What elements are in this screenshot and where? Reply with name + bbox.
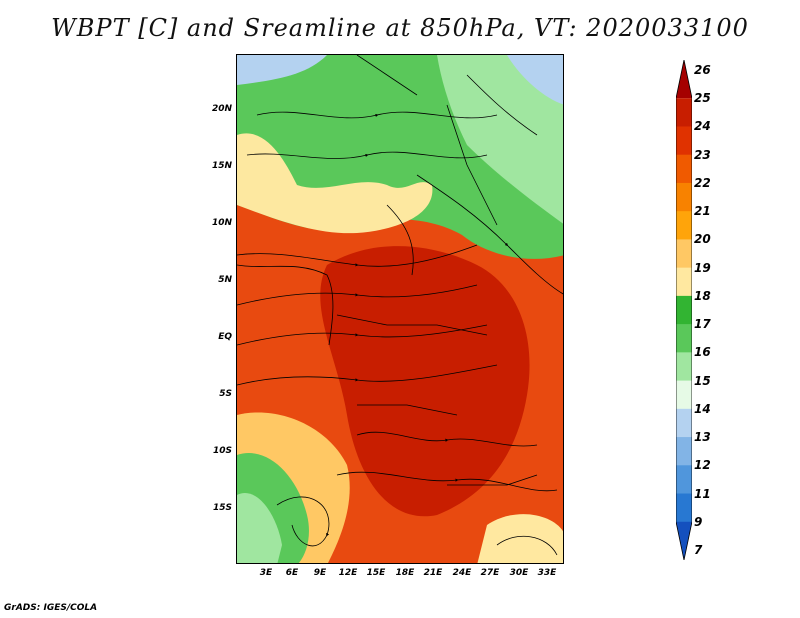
colorbar-label: 7	[694, 543, 703, 557]
colorbar-label: 11	[694, 486, 711, 501]
lat-label-eq: EQ	[218, 332, 232, 342]
colorbar-band	[676, 239, 692, 269]
lon-label-27e: 27E	[480, 568, 500, 578]
colorbar-label: 14	[694, 401, 711, 416]
lat-label-10n: 10N	[211, 218, 232, 228]
lat-label-5n: 5N	[218, 275, 232, 285]
lon-label-15e: 15E	[366, 568, 386, 578]
colorbar-label: 23	[694, 147, 711, 162]
lon-label-21e: 21E	[423, 568, 443, 578]
colorbar-band	[676, 126, 692, 156]
sw-light-pocket	[237, 493, 282, 563]
colorbar-label: 15	[694, 373, 711, 388]
colorbar-band	[676, 267, 692, 297]
streamlines	[237, 74, 563, 556]
colorbar-band	[676, 98, 692, 127]
cool-blue-nw	[237, 55, 327, 85]
colorbar-band	[676, 521, 692, 560]
colorbar-band	[676, 408, 692, 438]
lon-label-9e: 9E	[313, 568, 327, 578]
colorbar-band	[676, 60, 692, 99]
colorbar-label: 26	[694, 63, 711, 77]
colorbar-label: 17	[694, 317, 711, 332]
lon-label-3e: 3E	[259, 568, 273, 578]
colorbar-band	[676, 437, 692, 466]
lat-label-20n: 20N	[211, 104, 232, 114]
lon-label-30e: 30E	[509, 568, 529, 578]
lon-label-24e: 24E	[452, 568, 472, 578]
colorbar-band	[676, 380, 692, 410]
lon-label-18e: 18E	[395, 568, 415, 578]
cool-blue-ne	[507, 55, 563, 105]
lat-label-10s: 10S	[212, 446, 232, 456]
colorbar-band	[676, 295, 692, 325]
map-panel	[236, 54, 564, 564]
colorbar-label: 20	[694, 232, 711, 247]
map-title: WBPT [C] and Sreamline at 850hPa, VT: 20…	[51, 14, 749, 42]
se-pale-pocket	[477, 514, 563, 563]
colorbar-label: 22	[694, 175, 711, 190]
footer-credit: GrADS: IGES/COLA	[4, 603, 98, 613]
hot-core	[320, 246, 530, 517]
colorbar-band	[676, 352, 692, 382]
lat-label-5s: 5S	[219, 389, 232, 399]
borders	[237, 55, 538, 486]
colorbar-label: 21	[694, 204, 711, 219]
colorbar-label: 18	[694, 288, 711, 303]
lon-label-12e: 12E	[338, 568, 358, 578]
colorbar-label: 9	[694, 514, 703, 529]
colorbar-label: 25	[694, 91, 711, 106]
colorbar-band	[676, 324, 692, 353]
colorbar-label: 13	[694, 430, 711, 445]
lon-label-6e: 6E	[285, 568, 299, 578]
colorbar-band	[676, 211, 692, 240]
colorbar-label: 12	[694, 458, 711, 473]
colorbar-label: 16	[694, 345, 711, 360]
colorbar-band	[676, 182, 692, 212]
colorbar	[676, 60, 692, 560]
lon-label-33e: 33E	[537, 568, 557, 578]
lat-label-15s: 15S	[212, 503, 232, 513]
colorbar-band	[676, 154, 692, 184]
colorbar-label: 19	[694, 260, 711, 275]
colorbar-band	[676, 493, 692, 523]
colorbar-band	[676, 465, 692, 495]
map-canvas	[237, 55, 563, 563]
transition-band	[237, 133, 433, 234]
colorbar-label: 24	[694, 119, 711, 134]
lat-label-15n: 15N	[211, 161, 232, 171]
cool-light-region	[437, 55, 563, 224]
